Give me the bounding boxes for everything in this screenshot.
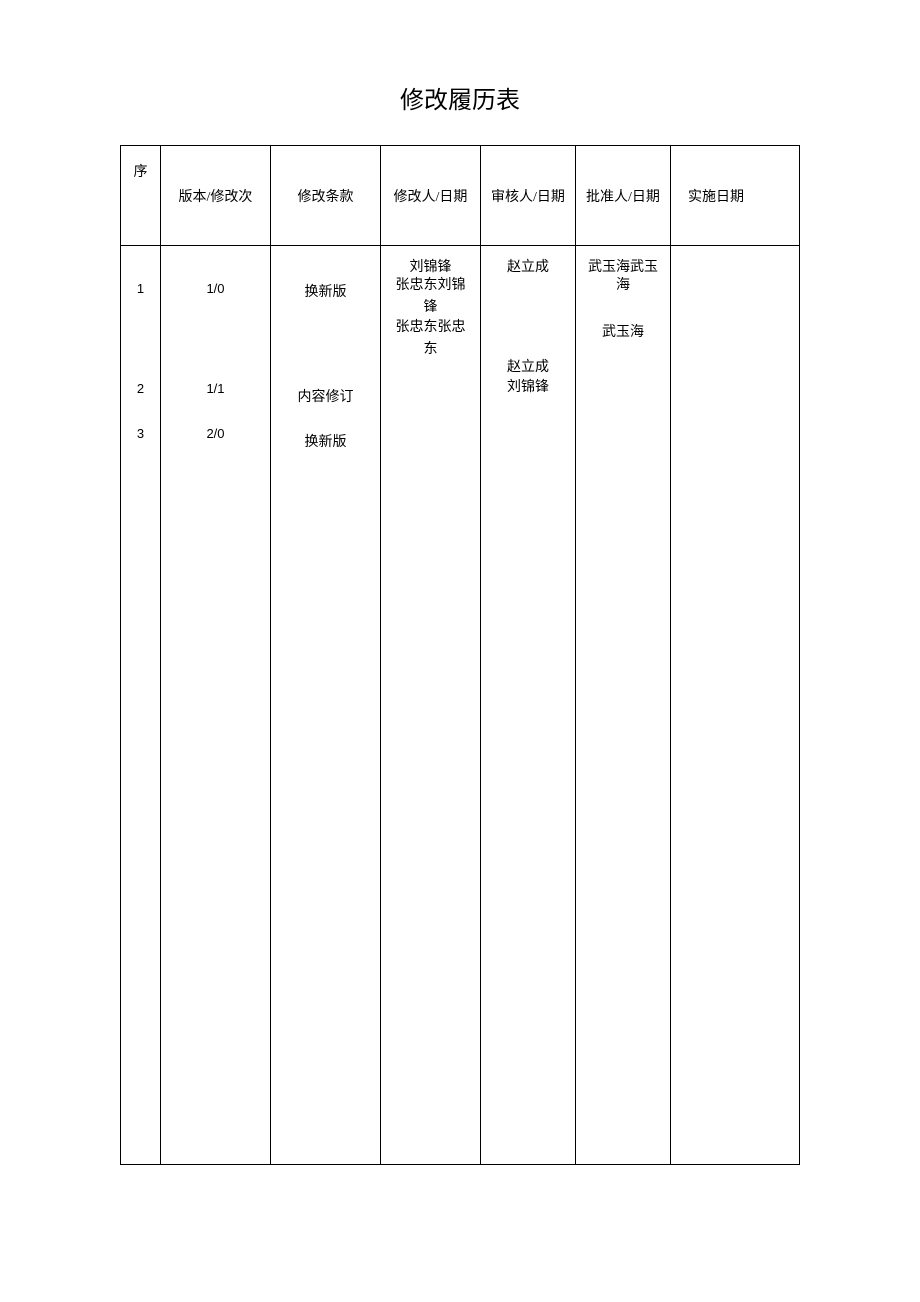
col-modifier-body: 刘锦锋 张忠东刘锦 锋 张忠东张忠 东 (381, 246, 481, 1164)
clause-1: 换新版 (271, 281, 380, 301)
header-reviewer: 审核人/日期 (481, 146, 576, 245)
header-modifier: 修改人/日期 (381, 146, 481, 245)
approver-line-2: 海 (576, 274, 670, 294)
header-approver: 批准人/日期 (576, 146, 671, 245)
header-version: 版本/修改次 (161, 146, 271, 245)
header-impl-date: 实施日期 (671, 146, 761, 245)
version-3: 2/0 (161, 426, 270, 441)
seq-3: 3 (121, 426, 160, 441)
reviewer-line-3: 刘锦锋 (481, 376, 575, 396)
reviewer-line-2: 赵立成 (481, 356, 575, 376)
modifier-line-3: 锋 (381, 296, 480, 316)
approver-line-3: 武玉海 (576, 321, 670, 341)
table-body: 1 2 3 1/0 1/1 2/0 换新版 内容修订 换新版 刘锦锋 张忠东刘锦… (121, 246, 799, 1164)
header-seq: 序 (121, 146, 161, 245)
col-version-body: 1/0 1/1 2/0 (161, 246, 271, 1164)
reviewer-line-1: 赵立成 (481, 256, 575, 276)
page-title: 修改履历表 (120, 80, 800, 115)
modifier-line-5: 东 (381, 338, 480, 358)
col-approver-body: 武玉海武玉 海 武玉海 (576, 246, 671, 1164)
approver-line-1: 武玉海武玉 (576, 256, 670, 276)
modifier-line-4: 张忠东张忠 (381, 316, 480, 336)
col-clause-body: 换新版 内容修订 换新版 (271, 246, 381, 1164)
clause-3: 换新版 (271, 431, 380, 451)
modifier-line-2: 张忠东刘锦 (381, 274, 480, 294)
seq-2: 2 (121, 381, 160, 396)
col-date-body (671, 246, 761, 1164)
seq-1: 1 (121, 281, 160, 296)
modifier-line-1: 刘锦锋 (381, 256, 480, 276)
version-2: 1/1 (161, 381, 270, 396)
table-header-row: 序 版本/修改次 修改条款 修改人/日期 审核人/日期 批准人/日期 实施日期 (121, 146, 799, 246)
version-1: 1/0 (161, 281, 270, 296)
col-seq-body: 1 2 3 (121, 246, 161, 1164)
col-reviewer-body: 赵立成 赵立成 刘锦锋 (481, 246, 576, 1164)
clause-2: 内容修订 (271, 386, 380, 406)
header-clause: 修改条款 (271, 146, 381, 245)
revision-history-table: 序 版本/修改次 修改条款 修改人/日期 审核人/日期 批准人/日期 实施日期 … (120, 145, 800, 1165)
